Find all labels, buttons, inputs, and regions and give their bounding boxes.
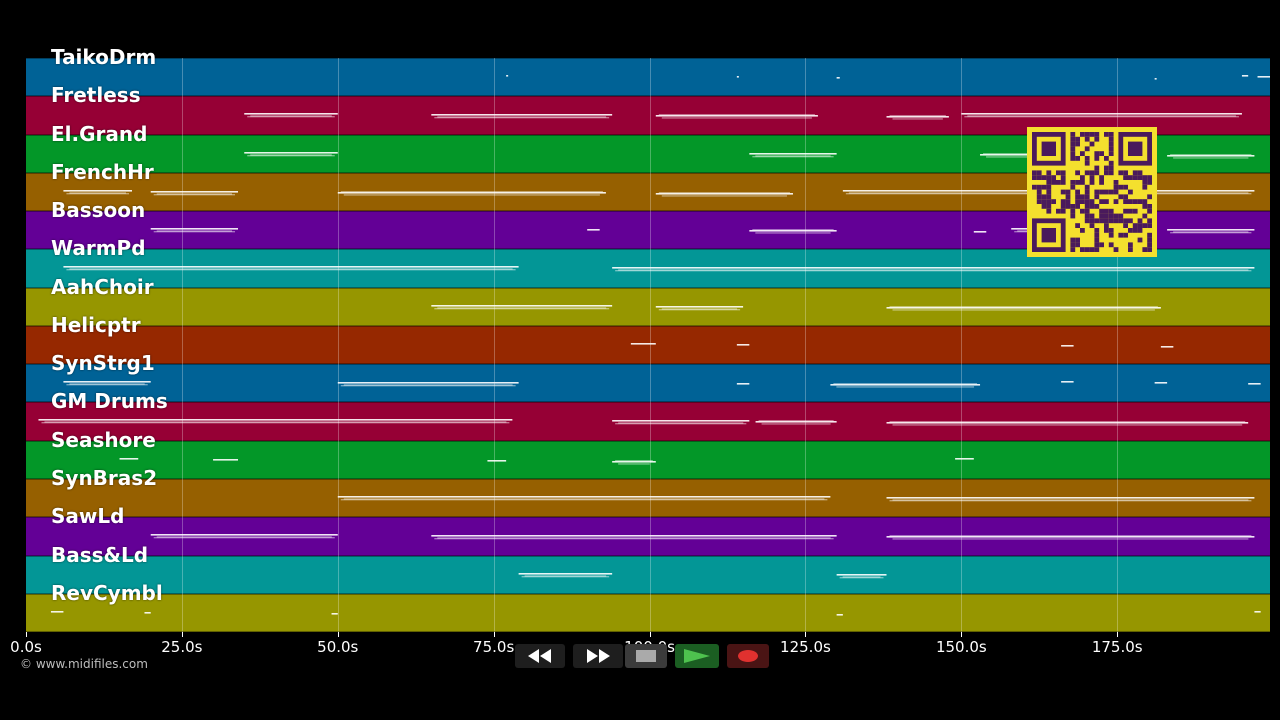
track-lane (26, 364, 1270, 403)
track-label: Helicptr (51, 312, 141, 337)
track-label: WarmPd (51, 236, 146, 261)
note-activity (244, 151, 1255, 159)
tick-label: 0.0s (10, 638, 42, 656)
fast-forward-button[interactable] (573, 644, 623, 668)
tick-mark (961, 632, 963, 637)
note-activity (431, 304, 1161, 311)
stop-icon (636, 650, 656, 662)
tick-mark (493, 632, 495, 637)
tick-mark (181, 632, 183, 637)
track-label: Seashore (51, 427, 156, 452)
tick-mark (1117, 632, 1119, 637)
track-lane (26, 478, 1270, 518)
gridline (337, 58, 339, 632)
track-label: FrenchHr (51, 159, 154, 184)
track-lane (26, 402, 1270, 441)
tick-mark (26, 632, 27, 637)
tick-label: 150.0s (935, 638, 987, 656)
note-activity (63, 266, 1255, 272)
track-label: TaikoDrm (51, 45, 157, 69)
tick-label: 125.0s (780, 638, 831, 656)
stop-button[interactable] (625, 644, 667, 668)
tick-label: 50.0s (317, 638, 359, 656)
track-lane (26, 555, 1270, 594)
note-activity (50, 610, 1261, 616)
track-lane (26, 517, 1270, 556)
note-activity (506, 75, 1270, 80)
note-activity (119, 457, 974, 465)
track-label: SawLd (51, 504, 125, 529)
track-label: Bass&Ld (51, 542, 149, 567)
track-label: Fretless (51, 83, 141, 108)
play-button[interactable] (675, 644, 719, 668)
track-label: Bassoon (51, 198, 146, 223)
track-label: El.Grand (51, 121, 148, 146)
track-label: GM Drums (51, 389, 168, 414)
qr-code-icon[interactable] (1027, 127, 1157, 257)
tick-mark (337, 632, 339, 637)
track-label: AahChoir (51, 274, 154, 299)
tick-mark (649, 632, 651, 637)
note-activity (244, 113, 1242, 120)
track-label: SynStrg1 (51, 351, 155, 376)
gridline (805, 58, 807, 632)
gridline (961, 58, 963, 632)
note-activity (518, 572, 887, 578)
gridline (1117, 58, 1119, 632)
play-icon (684, 649, 710, 663)
note-activity (38, 419, 1249, 426)
gridline (493, 58, 495, 632)
note-activity (337, 495, 1255, 502)
track-lane (26, 325, 1270, 365)
note-activity (63, 381, 1261, 388)
note-activity (630, 342, 1174, 348)
track-lane (26, 440, 1270, 479)
track-lane (26, 287, 1270, 326)
track-lane (26, 593, 1270, 633)
tick-label: 25.0s (161, 638, 203, 656)
note-activity (150, 534, 1255, 540)
tick-mark (805, 632, 807, 637)
record-button[interactable] (727, 644, 769, 668)
gridline (649, 58, 651, 632)
rewind-icon (528, 649, 551, 663)
fast-forward-icon (587, 649, 610, 663)
record-icon (738, 650, 758, 662)
track-lane (26, 58, 1270, 97)
transport-controls (511, 642, 771, 670)
copyright-text: © www.midifiles.com (20, 657, 148, 671)
tick-label: 175.0s (1091, 638, 1143, 656)
track-label: RevCymbl (51, 580, 163, 605)
rewind-button[interactable] (515, 644, 565, 668)
gridline (181, 58, 183, 632)
track-label: SynBras2 (51, 465, 158, 490)
tick-label: 75.0s (473, 638, 515, 656)
